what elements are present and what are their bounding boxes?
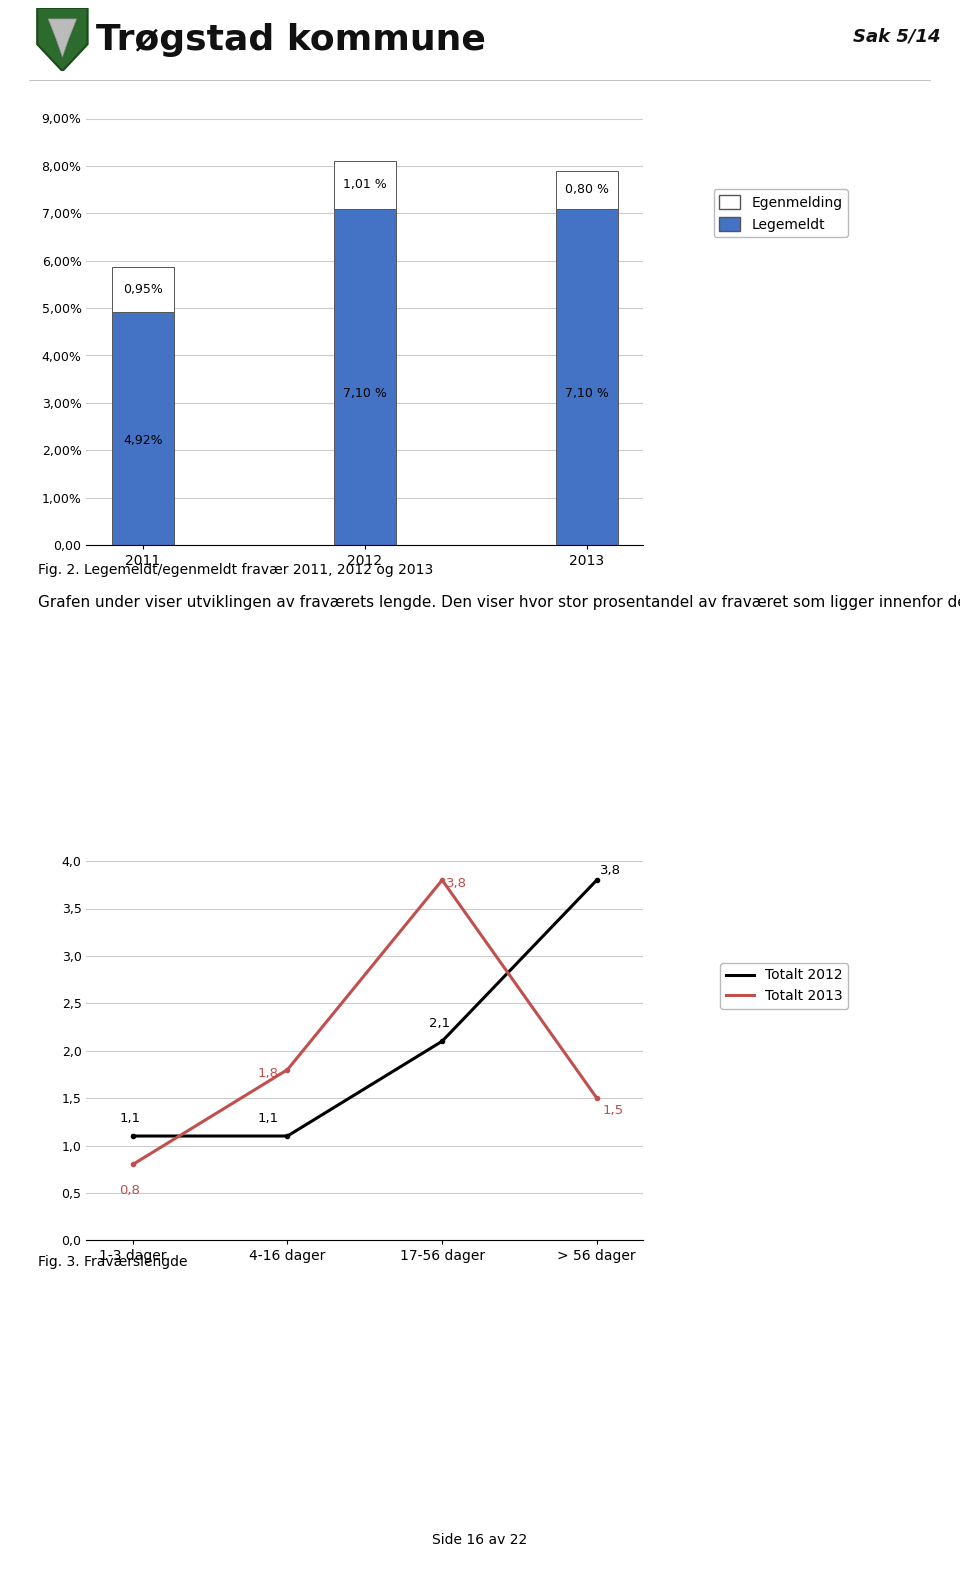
Text: 1,1: 1,1 (257, 1112, 278, 1125)
Text: 1,01 %: 1,01 % (343, 179, 387, 191)
Totalt 2013 (127, 1155, 138, 1174)
Bar (556, 209, 618, 545)
Bar (334, 161, 396, 209)
Totalt 2012 (281, 1127, 293, 1146)
Text: 4,92%: 4,92% (123, 433, 162, 447)
Line: Totalt 2013: Totalt 2013 (132, 880, 597, 1164)
Text: Grafen under viser utviklingen av fraværets lengde. Den viser hvor stor prosenta: Grafen under viser utviklingen av fravær… (38, 592, 960, 610)
Text: Trøgstad kommune: Trøgstad kommune (96, 24, 486, 57)
Totalt 2012 (437, 1032, 448, 1051)
Legend: Egenmelding, Legemeldt: Egenmelding, Legemeldt (713, 190, 848, 237)
Polygon shape (48, 19, 77, 57)
Text: 1,8: 1,8 (257, 1066, 278, 1079)
Text: Fig. 3. Fraværslengde: Fig. 3. Fraværslengde (38, 1256, 188, 1269)
Text: 0,80 %: 0,80 % (564, 183, 609, 196)
Text: 7,10 %: 7,10 % (343, 387, 387, 400)
Text: 0,95%: 0,95% (123, 283, 163, 295)
Text: 1,1: 1,1 (119, 1112, 140, 1125)
Polygon shape (37, 8, 87, 71)
Bar (334, 209, 396, 545)
Totalt 2013 (591, 1089, 603, 1108)
Text: 0,8: 0,8 (120, 1183, 140, 1198)
Text: 3,8: 3,8 (445, 877, 467, 890)
Legend: Totalt 2012, Totalt 2013: Totalt 2012, Totalt 2013 (720, 962, 848, 1010)
Text: Side 16 av 22: Side 16 av 22 (432, 1534, 528, 1547)
Totalt 2013 (437, 871, 448, 890)
Bar (111, 267, 174, 311)
Text: Sak 5/14: Sak 5/14 (853, 27, 941, 46)
Totalt 2012 (127, 1127, 138, 1146)
Text: 1,5: 1,5 (603, 1104, 624, 1117)
Text: 3,8: 3,8 (600, 864, 621, 877)
Bar (556, 171, 618, 209)
Line: Totalt 2012: Totalt 2012 (132, 880, 597, 1136)
Bar (111, 311, 174, 545)
Text: 7,10 %: 7,10 % (564, 387, 609, 400)
Totalt 2012 (591, 871, 603, 890)
Totalt 2013 (281, 1060, 293, 1079)
Text: Fig. 2. Legemeldt/egenmeldt fravær 2011, 2012 og 2013: Fig. 2. Legemeldt/egenmeldt fravær 2011,… (38, 562, 434, 577)
Text: 2,1: 2,1 (429, 1018, 450, 1030)
